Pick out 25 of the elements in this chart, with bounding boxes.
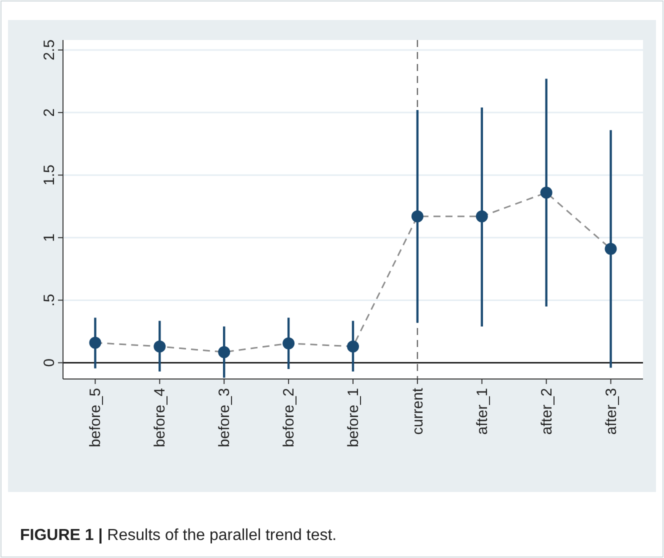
y-tick-label: 2 [41, 108, 58, 117]
point [154, 340, 166, 352]
x-tick-label: before_2 [280, 388, 298, 448]
point [476, 210, 488, 222]
point [540, 186, 552, 199]
point [411, 210, 424, 222]
x-tick-label: before_1 [345, 388, 362, 448]
point [218, 346, 230, 358]
x-tick-label: after_1 [474, 388, 491, 435]
x-tick-label: after_2 [538, 388, 556, 435]
y-tick-label: 2.5 [41, 40, 58, 60]
y-tick-label: 1 [41, 233, 58, 242]
x-tick-label: before_3 [216, 388, 234, 448]
point [347, 340, 359, 352]
y-tick-label: 0 [41, 358, 58, 367]
point [282, 337, 295, 350]
x-tick-label: current [409, 387, 426, 435]
point [89, 336, 102, 349]
y-tick-label: .5 [41, 294, 58, 306]
y-tick-label: 1.5 [41, 164, 58, 186]
point [604, 242, 617, 255]
x-tick-label: before_5 [87, 388, 104, 448]
caption: FIGURE 1 | Results of the parallel trend test. [20, 527, 337, 544]
x-tick-label: after_3 [602, 388, 620, 435]
x-tick-label: before_4 [152, 388, 169, 448]
